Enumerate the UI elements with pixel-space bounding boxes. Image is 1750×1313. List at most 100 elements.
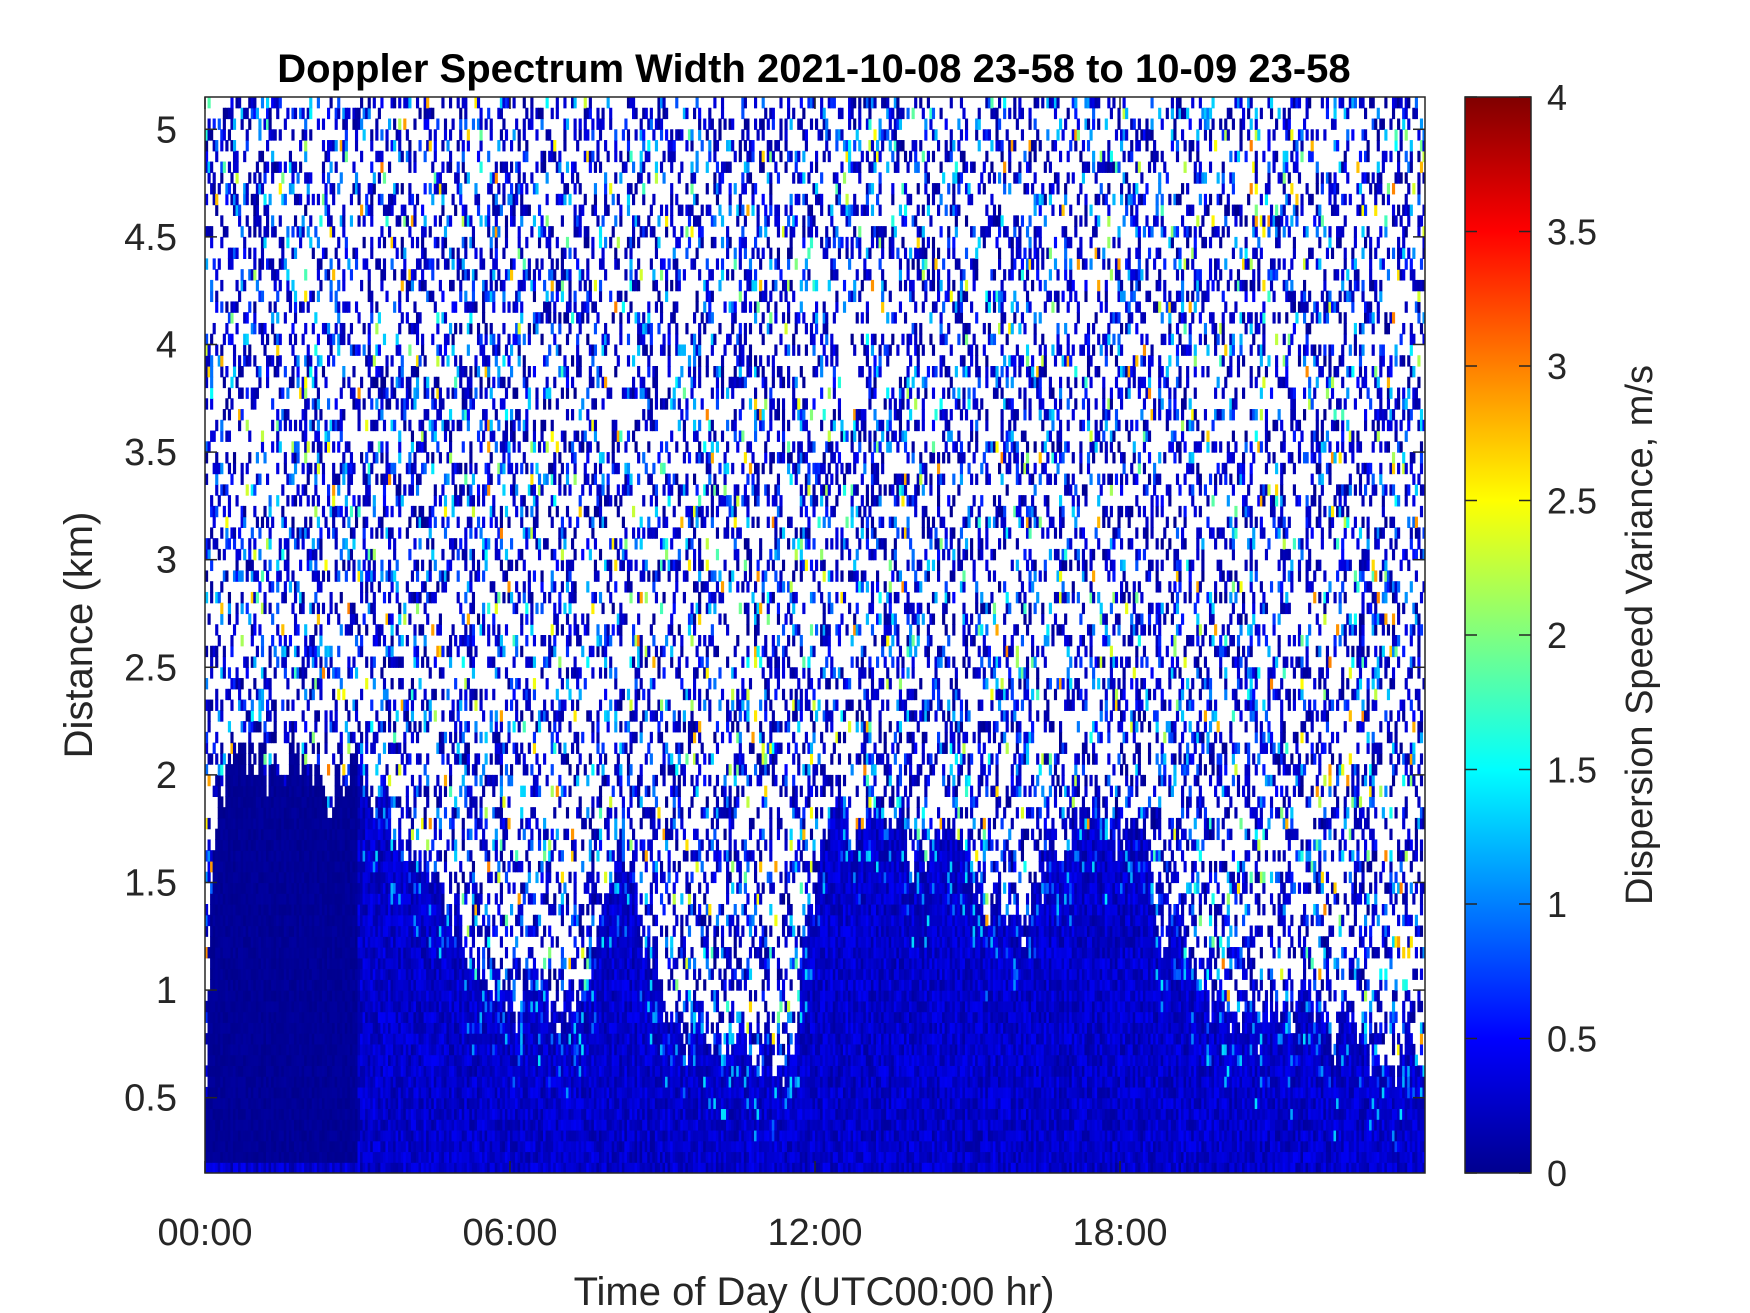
heatmap-cell [382,1097,387,1110]
heatmap-cell [372,376,376,389]
heatmap-cell [367,495,371,507]
heatmap-cell [393,904,397,916]
heatmap-cell [354,1097,359,1110]
heatmap-cell [403,419,407,432]
heatmap-cell [260,796,265,808]
heatmap-cell [327,322,331,335]
heatmap-cell [385,1097,389,1110]
heatmap-cell [232,764,237,776]
heatmap-cell [296,742,300,754]
heatmap-cell [215,1065,219,1077]
heatmap-cell [367,204,371,216]
heatmap-cell [367,1076,371,1088]
heatmap-cell [426,699,430,711]
heatmap-cell [393,570,397,582]
heatmap-cell [210,947,214,959]
heatmap-cell [306,301,310,313]
heatmap-cell [273,817,277,830]
heatmap-cell [240,979,244,991]
heatmap-cell [408,914,412,927]
heatmap-cell [324,947,328,959]
heatmap-cell [332,1033,336,1045]
heatmap-cell [311,1097,315,1110]
heatmap-cell [232,193,237,206]
heatmap-cell [380,817,384,830]
heatmap-cell [339,678,343,690]
heatmap-cell [380,828,384,841]
heatmap-cell [395,936,399,948]
heatmap-cell [304,129,308,141]
heatmap-cell [240,678,244,690]
heatmap-cell [232,860,237,873]
heatmap-cell [301,1108,305,1120]
heatmap-cell [255,161,259,173]
heatmap-cell [296,871,300,884]
heatmap-cell [215,785,219,797]
heatmap-cell [263,559,267,572]
heatmap-cell [288,1076,293,1088]
heatmap-cell [205,258,209,270]
heatmap-cell [281,1000,285,1013]
heatmap-cell [311,882,315,894]
heatmap-cell [245,1000,249,1013]
heatmap-cell [263,731,267,744]
heatmap-cell [370,290,374,303]
heatmap-cell [278,1022,282,1034]
heatmap-cell [352,1033,356,1045]
heatmap-cell [306,914,310,927]
heatmap-cell [293,925,298,937]
heatmap-cell [339,1097,343,1110]
heatmap-cell [296,1043,300,1056]
heatmap-cell [347,258,351,270]
heatmap-cell [413,850,417,862]
heatmap-cell [248,1033,252,1045]
heatmap-cell [403,1043,407,1056]
heatmap-cell [352,247,356,259]
heatmap-cell [352,990,356,1002]
heatmap-cell [410,882,415,894]
heatmap-cell [283,258,287,270]
heatmap-cell [423,226,427,238]
heatmap-cell [225,1140,229,1153]
heatmap-cell [349,215,354,227]
heatmap-cell [418,904,422,916]
heatmap-cell [271,1140,275,1153]
heatmap-cell [230,828,234,841]
heatmap-cell [306,817,310,830]
heatmap-cell [291,882,295,894]
heatmap-cell [306,1119,310,1131]
heatmap-cell [321,957,326,970]
heatmap-cell [306,979,310,991]
heatmap-cell [398,495,402,507]
heatmap-cell [291,570,295,582]
heatmap-cell [205,699,209,711]
heatmap-cell [293,452,298,464]
heatmap-cell [380,1022,384,1034]
heatmap-cell [258,226,262,238]
heatmap-cell [316,1000,320,1013]
heatmap-cell [253,656,257,668]
heatmap-cell [230,764,234,776]
heatmap-cell [344,1000,348,1013]
heatmap-cell [426,118,430,130]
heatmap-cell [324,150,328,163]
heatmap-cell [286,236,290,249]
heatmap-cell [230,1108,234,1120]
heatmap-cell [405,721,409,733]
heatmap-cell [408,828,412,841]
heatmap-cell [207,753,211,765]
heatmap-cell [235,936,239,948]
heatmap-cell [288,581,293,593]
heatmap-cell [238,1033,242,1045]
heatmap-cell [243,1076,247,1088]
heatmap-cell [382,236,387,249]
heatmap-cell [255,871,259,884]
heatmap-cell [235,785,239,797]
heatmap-cell [222,1086,226,1099]
heatmap-cell [245,968,249,980]
heatmap-cell [342,204,346,216]
heatmap-cell [418,419,422,432]
heatmap-cell [372,172,376,184]
heatmap-cell [271,947,275,959]
heatmap-cell [273,796,277,808]
